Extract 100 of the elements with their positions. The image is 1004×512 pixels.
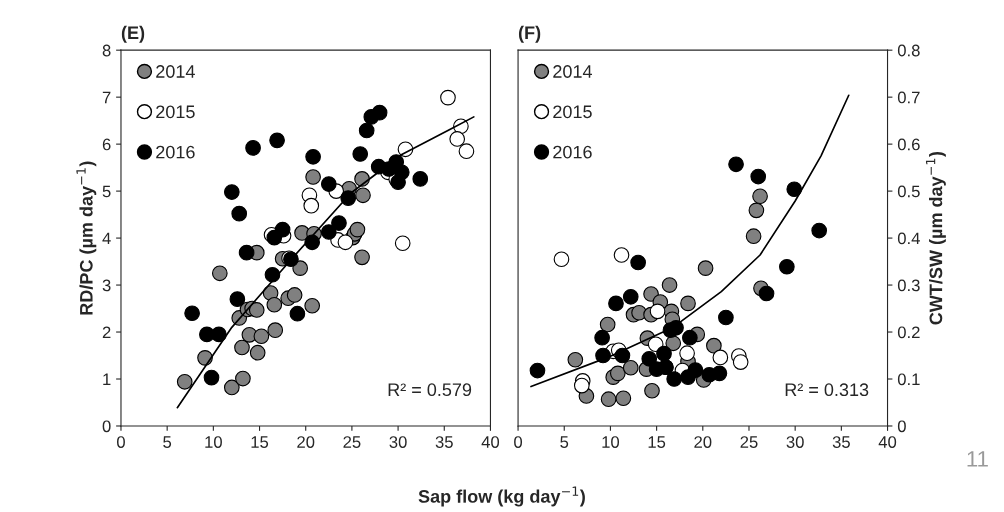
legend-label: 2016: [156, 145, 195, 159]
point: [211, 326, 227, 343]
point: [371, 104, 388, 121]
point: [352, 146, 369, 162]
point: [573, 377, 590, 394]
y-axis-title: RD/PC (µm day$^{−1}$): [76, 161, 97, 315]
x-tick-label: 40: [481, 436, 500, 448]
point: [248, 302, 265, 318]
point: [289, 305, 306, 322]
point: [567, 351, 584, 368]
point: [440, 89, 456, 106]
y2-tick-label: 0: [897, 420, 906, 433]
point: [349, 221, 366, 238]
point: [594, 329, 610, 346]
point: [656, 345, 672, 362]
legend-label: 2014: [156, 65, 195, 78]
point: [234, 339, 250, 356]
point: [238, 244, 255, 261]
point: [609, 365, 626, 382]
point: [176, 373, 193, 390]
point: [680, 295, 696, 312]
point: [679, 345, 695, 362]
point: [274, 221, 291, 238]
y2-tick-label: 0.3: [897, 279, 920, 292]
legend-label: 2014: [553, 65, 593, 78]
point: [320, 176, 337, 192]
x-tick-label: 0: [514, 436, 523, 448]
y-tick-label: 6: [102, 138, 111, 151]
x-tick-label: 5: [560, 436, 569, 448]
point: [732, 354, 749, 370]
x-tick-label: 35: [832, 436, 850, 448]
point: [608, 295, 624, 312]
point: [687, 362, 704, 378]
legend-label: 2015: [156, 105, 195, 119]
point: [682, 329, 698, 346]
point: [786, 181, 803, 198]
y2-tick-label: 0.5: [897, 185, 920, 198]
point: [661, 277, 678, 293]
point: [223, 379, 240, 396]
point: [718, 309, 734, 326]
point: [184, 305, 200, 322]
point: [630, 254, 646, 271]
point: [622, 359, 639, 376]
x-tick-label: 40: [878, 436, 897, 448]
y-tick-label: 5: [102, 185, 111, 198]
y-tick-label: 7: [102, 91, 111, 104]
y-tick-label: 2: [102, 326, 111, 339]
x-axis-title: Sap flow (kg day$^{−1}$): [418, 486, 585, 507]
point: [269, 132, 285, 149]
point: [249, 344, 266, 361]
y2-tick-label: 0.7: [897, 91, 920, 104]
point: [529, 362, 546, 379]
point: [697, 260, 714, 276]
point: [331, 215, 347, 231]
point: [666, 371, 683, 387]
point: [355, 187, 371, 204]
point: [599, 316, 616, 333]
point: [748, 202, 765, 219]
annotation: R² = 0.313: [785, 383, 869, 397]
point: [641, 350, 658, 367]
y2-tick-label: 0.4: [897, 232, 920, 245]
y-tick-label: 4: [102, 232, 111, 245]
point: [229, 291, 246, 307]
x-tick-label: 20: [297, 436, 315, 448]
point: [750, 168, 767, 185]
x-tick-label: 25: [740, 436, 758, 448]
point: [412, 171, 429, 187]
y2-tick-label: 0.8: [897, 44, 920, 57]
point: [745, 228, 762, 245]
point: [305, 169, 321, 185]
point: [622, 288, 639, 305]
x-tick-label: 30: [786, 436, 804, 448]
point: [305, 148, 321, 165]
point: [354, 249, 370, 266]
point: [245, 140, 261, 156]
y2-tick-label: 0.6: [897, 138, 920, 151]
point: [337, 234, 354, 251]
point: [304, 297, 321, 314]
legend-label: 2015: [553, 105, 592, 119]
x-tick-label: 10: [602, 436, 620, 448]
point: [211, 265, 228, 282]
point: [752, 188, 768, 205]
x-tick-label: 35: [435, 436, 453, 448]
point: [286, 287, 303, 303]
chart-title: (F): [518, 25, 541, 43]
point: [231, 205, 248, 222]
point: [811, 222, 828, 239]
point: [320, 224, 337, 240]
y2-axis-title: CWT/SW (µm day$^{−1}$): [925, 151, 946, 325]
point: [711, 365, 728, 382]
point: [253, 328, 270, 345]
point: [706, 337, 722, 354]
y-tick-label: 0: [102, 420, 111, 433]
text: 11: [967, 451, 988, 467]
y2-tick-label: 0.1: [897, 373, 920, 386]
y-tick-label: 8: [102, 44, 111, 57]
point: [303, 197, 320, 214]
x-tick-label: 10: [205, 436, 222, 448]
point: [644, 382, 660, 399]
point: [615, 390, 632, 407]
